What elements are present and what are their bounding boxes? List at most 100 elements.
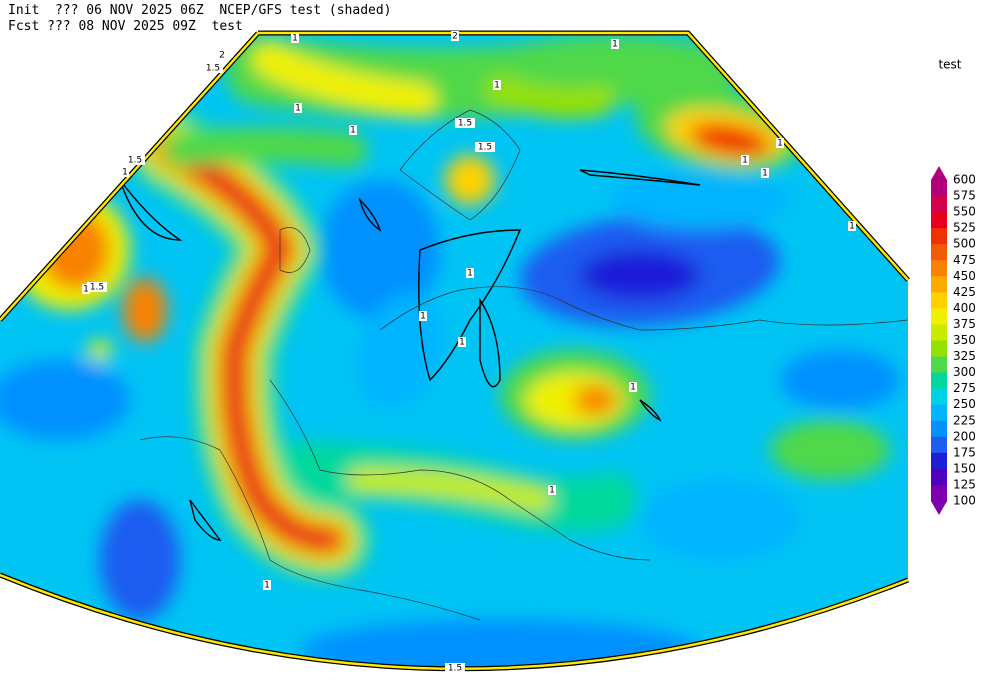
legend-label: 600 — [953, 173, 976, 187]
header-line: Init ??? 06 NOV 2025 06Z NCEP/GFS test (… — [8, 3, 392, 18]
contour-label: 1 — [459, 338, 465, 348]
contour-label-box — [455, 118, 475, 128]
legend-label: 150 — [953, 461, 976, 475]
legend-label: 125 — [953, 477, 976, 491]
field-blob — [690, 123, 770, 157]
contour-label: 1 — [777, 139, 783, 149]
colorbar: 600 575 550 525 500 475 450 425 400 375 350 325 300 2… — [931, 166, 976, 515]
field-band — [347, 467, 553, 513]
colorbar-triangle — [931, 501, 947, 515]
field-blob — [770, 420, 890, 480]
contour-label-box — [548, 485, 556, 495]
field-blob — [0, 360, 130, 440]
contour-label: 2 — [452, 32, 458, 42]
field-blob — [88, 340, 112, 360]
contour-label: 1 — [292, 34, 298, 44]
contours — [119, 169, 701, 541]
header-line: Fcst ??? 08 NOV 2025 09Z test — [8, 19, 243, 34]
contour-label: 1.5 — [448, 664, 462, 674]
legend-swatch — [931, 212, 947, 229]
map-area — [0, 33, 908, 669]
field-blob — [100, 500, 180, 620]
legend-swatch — [931, 180, 947, 197]
field-band — [160, 140, 340, 550]
contour-label: 1 — [549, 486, 555, 496]
legend-swatch — [931, 196, 947, 213]
contour-label-box — [761, 168, 769, 178]
field-band — [485, 75, 615, 119]
contour-label: 1 — [630, 383, 636, 393]
contour-label-box — [776, 138, 784, 148]
legend-swatch — [931, 276, 947, 293]
field-blob — [780, 350, 900, 410]
coastlines — [139, 109, 908, 621]
legend-swatch — [931, 340, 947, 358]
field-blob — [445, 155, 495, 205]
legend-label: 225 — [953, 413, 976, 427]
contour-label: 2 — [219, 51, 225, 61]
contour-label-box — [203, 63, 223, 73]
legend-label: 375 — [953, 317, 976, 331]
contour-label: 1.5 — [206, 64, 220, 74]
contour-label-box — [848, 221, 856, 231]
field-blob — [610, 170, 790, 230]
legend-swatch — [931, 484, 947, 502]
contour-label: 1 — [122, 168, 128, 178]
contour-label-box — [294, 103, 302, 113]
legend-label: 300 — [953, 365, 976, 379]
legend-swatch — [931, 244, 947, 261]
contour-label-box — [87, 282, 107, 292]
legend-swatch — [931, 388, 947, 406]
legend-swatch — [931, 452, 947, 470]
legend-label: 475 — [953, 253, 976, 267]
contour-label-box — [445, 663, 465, 673]
contour-label: 1 — [742, 156, 748, 166]
contour-label: 1 — [83, 285, 89, 295]
legend-label: 100 — [953, 494, 976, 508]
contour-label: 1 — [849, 222, 855, 232]
shaded-field — [0, 35, 900, 669]
field-band — [252, 42, 438, 118]
contour-label-box — [121, 167, 129, 177]
legend-title: test — [938, 58, 961, 72]
contour-label-box — [466, 268, 474, 278]
legend-swatch — [931, 420, 947, 438]
field-blob — [300, 620, 700, 669]
contour-label: 1 — [467, 269, 473, 279]
contour-label: 1 — [494, 81, 500, 91]
legend-label: 250 — [953, 397, 976, 411]
contour-label-box — [458, 337, 466, 347]
legend-label: 400 — [953, 301, 976, 315]
contour-label: 1 — [420, 312, 426, 322]
legend-label: 200 — [953, 429, 976, 443]
legend-label: 450 — [953, 269, 976, 283]
legend-label: 325 — [953, 349, 976, 363]
contour-label-box — [741, 155, 749, 165]
legend-label: 550 — [953, 205, 976, 219]
legend-swatch — [931, 404, 947, 422]
legend-swatch — [931, 324, 947, 341]
legend-label: 575 — [953, 189, 976, 203]
legend-label: 275 — [953, 381, 976, 395]
legend-swatch — [931, 260, 947, 277]
field-blob — [573, 385, 617, 415]
legend-swatch — [931, 468, 947, 486]
contour-label: 1 — [295, 104, 301, 114]
legend-label: 350 — [953, 333, 976, 347]
contour-label: 1 — [762, 169, 768, 179]
contour-label-box — [629, 382, 637, 392]
field-blob — [320, 180, 440, 320]
contour-label-box — [125, 155, 145, 165]
legend-swatch — [931, 356, 947, 374]
contour-label: 1 — [350, 126, 356, 136]
contour-label: 1 — [612, 40, 618, 50]
contour-label: 1.5 — [128, 156, 142, 166]
contour-label-box — [82, 284, 90, 294]
contour-label-box — [475, 142, 495, 152]
contour-label: 1.5 — [458, 119, 472, 129]
field-blob — [40, 210, 110, 290]
legend-swatch — [931, 292, 947, 309]
